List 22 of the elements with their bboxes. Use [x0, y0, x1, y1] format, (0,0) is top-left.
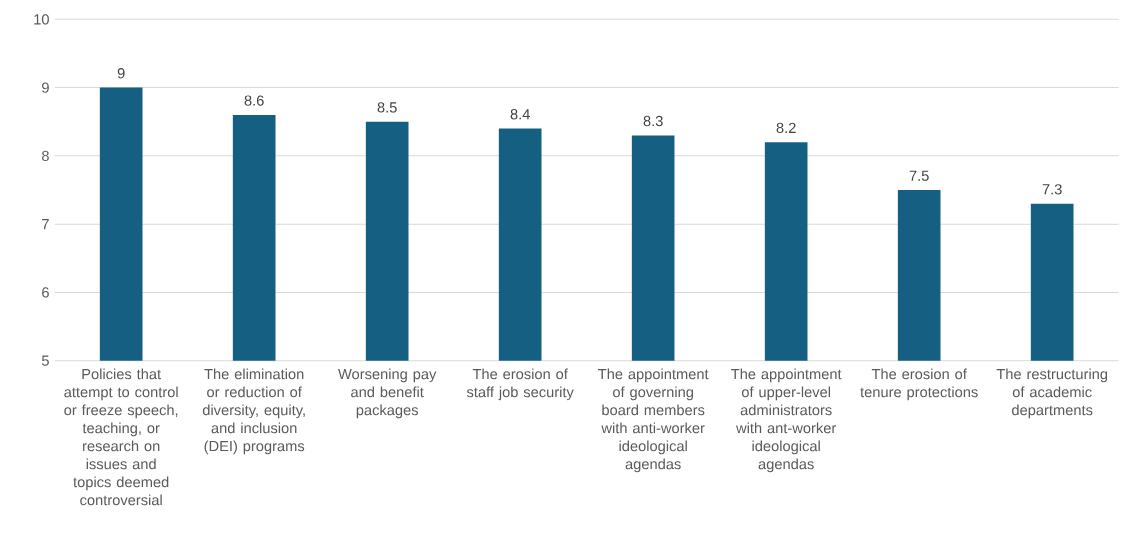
x-tick-label: The appointment of governing board members with anti-worker ideological agendas	[598, 368, 709, 473]
data-label: 8.4	[510, 109, 530, 120]
data-label: 9	[117, 68, 125, 79]
data-label: 8.2	[776, 122, 796, 134]
x-tick-label: The elimination or reduction of diversity, equity, and inclusion (DEI) programs	[202, 368, 305, 455]
data-label: 8.5	[377, 102, 397, 113]
data-label: 8.3	[643, 115, 663, 127]
y-tick-label: 10	[34, 14, 49, 25]
x-tick-label: The restructuring of academic departments	[996, 368, 1108, 419]
x-tick-label: The erosion of tenure protections	[860, 368, 978, 401]
x-tick-label: The erosion of staff job security	[466, 368, 574, 401]
y-tick-label: 9	[42, 82, 49, 93]
x-tick-label: The appointment of upper-level administrators with ant-worker ideological agendas	[731, 368, 842, 473]
data-label: 8.6	[244, 95, 264, 106]
x-tick-label: Policies that attempt to control or freeze speech, teaching, or research on issues and topics deemed controversial	[64, 368, 178, 506]
y-tick-label: 7	[42, 219, 49, 230]
y-tick-label: 8	[41, 150, 49, 162]
y-tick-label: 5	[41, 355, 49, 366]
data-label: 7.3	[1042, 184, 1062, 195]
y-tick-label: 6	[42, 287, 49, 298]
x-tick-label: Worsening pay and benefit packages	[338, 368, 437, 419]
data-label: 7.5	[909, 170, 929, 181]
